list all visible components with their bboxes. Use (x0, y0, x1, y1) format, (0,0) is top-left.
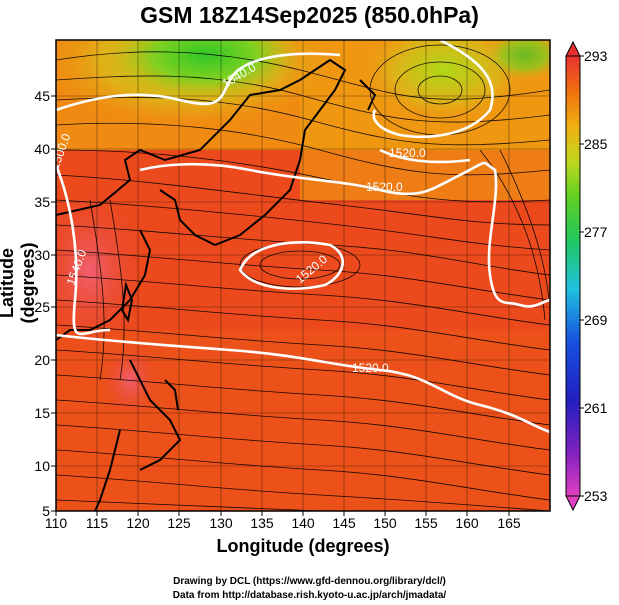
y-axis-label: Latitude (degrees) (0, 242, 38, 324)
y-tick-label: 10 (34, 458, 50, 474)
coastlines (56, 58, 377, 511)
colorbar-min-arrow (565, 495, 581, 512)
colorbar-tick-label: 293 (584, 48, 608, 64)
colorbar-tick-label: 261 (584, 400, 608, 416)
x-tick-label: 130 (209, 515, 233, 531)
y-tick-label: 15 (34, 405, 50, 421)
height-contours (56, 40, 550, 434)
chart-title: GSM 18Z14Sep2025 (850.0hPa) (140, 2, 479, 28)
contour-label: 1520.0 (352, 361, 389, 375)
contour-label: 1520.0 (366, 180, 403, 194)
y-tick-label: 5 (42, 503, 50, 519)
colorbar-tick-label: 269 (584, 312, 608, 328)
grid (56, 40, 550, 511)
colorbar-max-arrow (565, 40, 581, 57)
x-axis-label: Longitude (degrees) (216, 536, 390, 556)
y-tick-label: 35 (34, 194, 50, 210)
x-tick-label: 140 (291, 515, 315, 531)
colorbar-tick-label: 253 (584, 488, 608, 504)
x-tick-label: 165 (497, 515, 521, 531)
x-tick-label: 150 (373, 515, 397, 531)
x-tick-label: 120 (126, 515, 150, 531)
colorbar (565, 40, 584, 512)
y-tick-label: 25 (34, 299, 50, 315)
axis-tick-marks (51, 95, 510, 516)
y-tick-label: 40 (34, 141, 50, 157)
colorbar-tick-label: 285 (584, 136, 608, 152)
x-tick-label: 135 (250, 515, 274, 531)
credit-drawing: Drawing by DCL (https://www.gfd-dennou.o… (173, 576, 446, 587)
x-tick-label: 155 (414, 515, 438, 531)
x-tick-label: 115 (85, 515, 109, 531)
credit-data: Data from http://database.rish.kyoto-u.a… (172, 590, 447, 601)
x-tick-label: 110 (44, 515, 68, 531)
colorbar-tick-label: 277 (584, 224, 608, 240)
y-tick-label: 45 (34, 88, 50, 104)
y-tick-label: 30 (34, 247, 50, 263)
x-tick-label: 125 (167, 515, 191, 531)
contour-label: 1520.0 (389, 146, 426, 160)
x-tick-label: 145 (332, 515, 356, 531)
map-field: 1520.0 1520.0 1520.0 1540.0 1520.0 1500.… (56, 40, 550, 511)
x-tick-label: 160 (455, 515, 479, 531)
y-tick-label: 20 (34, 352, 50, 368)
